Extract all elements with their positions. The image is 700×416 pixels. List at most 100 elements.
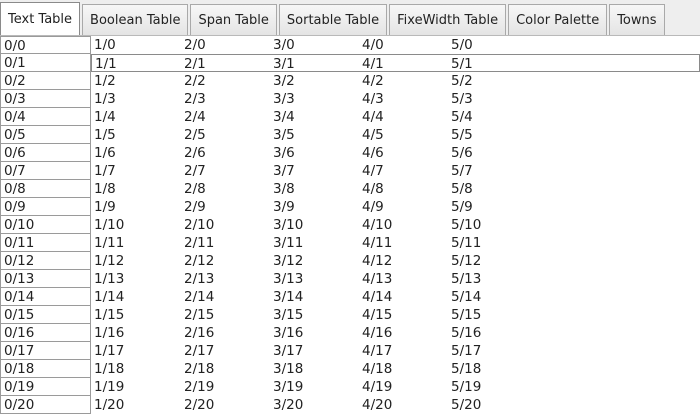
- table-cell[interactable]: 2/12: [184, 253, 215, 269]
- table-cell[interactable]: 5/5: [451, 127, 473, 143]
- row-header-cell[interactable]: 0/1: [0, 54, 91, 72]
- table-cell[interactable]: 5/18: [451, 361, 482, 377]
- table-cell[interactable]: 1/2: [94, 73, 116, 89]
- table-cell[interactable]: 4/0: [362, 37, 384, 53]
- table-row[interactable]: 0/1 1/1 2/1 3/1 4/1 5/1: [0, 54, 700, 72]
- table-cell[interactable]: 3/19: [273, 379, 304, 395]
- table-row[interactable]: 0/6 1/6 2/6 3/6 4/6 5/6: [0, 144, 700, 162]
- table-cell[interactable]: 3/17: [273, 343, 304, 359]
- table-cell[interactable]: 2/14: [184, 289, 215, 305]
- table-cell[interactable]: 3/7: [273, 163, 295, 179]
- row-header-cell[interactable]: 0/8: [0, 180, 91, 198]
- table-cell[interactable]: 4/13: [362, 271, 393, 287]
- table-cell[interactable]: 4/20: [362, 397, 393, 413]
- tab-fixewidth-table[interactable]: FixeWidth Table: [389, 4, 507, 35]
- table-cell[interactable]: 3/9: [273, 199, 295, 215]
- table-cell[interactable]: 1/10: [94, 217, 125, 233]
- table-cell[interactable]: 5/12: [451, 253, 482, 269]
- table-cell[interactable]: 3/6: [273, 145, 295, 161]
- table-cell[interactable]: 4/19: [362, 379, 393, 395]
- table-cell[interactable]: 4/12: [362, 253, 393, 269]
- table-row[interactable]: 0/19 1/19 2/19 3/19 4/19 5/19: [0, 378, 700, 396]
- table-cell[interactable]: 4/11: [362, 235, 393, 251]
- row-header-cell[interactable]: 0/14: [0, 288, 91, 306]
- table-row[interactable]: 0/18 1/18 2/18 3/18 4/18 5/18: [0, 360, 700, 378]
- table-cell[interactable]: 3/0: [273, 37, 295, 53]
- tab-color-palette[interactable]: Color Palette: [508, 4, 608, 35]
- table-cell[interactable]: 5/0: [451, 37, 473, 53]
- table-cell[interactable]: 1/4: [94, 109, 116, 125]
- table-cell[interactable]: 5/2: [451, 73, 473, 89]
- table-cell[interactable]: 5/20: [451, 397, 482, 413]
- table-cell[interactable]: 2/20: [184, 397, 215, 413]
- table-cell[interactable]: 2/9: [184, 199, 206, 215]
- table-cell[interactable]: 1/13: [94, 271, 125, 287]
- table-cell[interactable]: 2/19: [184, 379, 215, 395]
- table-cell[interactable]: 2/15: [184, 307, 215, 323]
- tab-sortable-table[interactable]: Sortable Table: [278, 4, 388, 35]
- table-cell[interactable]: 3/1: [270, 54, 359, 72]
- table-cell[interactable]: 2/18: [184, 361, 215, 377]
- table-cell[interactable]: 1/18: [94, 361, 125, 377]
- table-cell[interactable]: 5/17: [451, 343, 482, 359]
- table-cell[interactable]: 4/2: [362, 73, 384, 89]
- row-header-cell[interactable]: 0/3: [0, 90, 91, 108]
- table-cell[interactable]: 3/11: [273, 235, 304, 251]
- table-cell[interactable]: 4/7: [362, 163, 384, 179]
- table-row[interactable]: 0/2 1/2 2/2 3/2 4/2 5/2: [0, 72, 700, 90]
- table-cell[interactable]: 2/4: [184, 109, 206, 125]
- table-cell[interactable]: 4/18: [362, 361, 393, 377]
- row-header-cell[interactable]: 0/7: [0, 162, 91, 180]
- table-cell[interactable]: 2/16: [184, 325, 215, 341]
- table-cell[interactable]: 4/3: [362, 91, 384, 107]
- table-cell[interactable]: 1/3: [94, 91, 116, 107]
- row-header-cell[interactable]: 0/17: [0, 342, 91, 360]
- table-cell[interactable]: 3/10: [273, 217, 304, 233]
- table-cell[interactable]: 4/8: [362, 181, 384, 197]
- table-cell[interactable]: 2/13: [184, 271, 215, 287]
- row-header-cell[interactable]: 0/13: [0, 270, 91, 288]
- row-header-cell[interactable]: 0/5: [0, 126, 91, 144]
- table-cell[interactable]: 2/17: [184, 343, 215, 359]
- table-cell[interactable]: 1/8: [94, 181, 116, 197]
- table-cell[interactable]: 1/20: [94, 397, 125, 413]
- table-cell[interactable]: 3/15: [273, 307, 304, 323]
- table-row[interactable]: 0/13 1/13 2/13 3/13 4/13 5/13: [0, 270, 700, 288]
- tab-text-table[interactable]: Text Table: [0, 2, 81, 35]
- table-cell[interactable]: 5/13: [451, 271, 482, 287]
- table-cell[interactable]: 1/6: [94, 145, 116, 161]
- table-cell[interactable]: 1/17: [94, 343, 125, 359]
- row-header-cell[interactable]: 0/9: [0, 198, 91, 216]
- table-cell[interactable]: 3/12: [273, 253, 304, 269]
- table-cell[interactable]: 1/7: [94, 163, 116, 179]
- table-cell[interactable]: 2/3: [184, 91, 206, 107]
- table-cell[interactable]: 4/1: [359, 54, 448, 72]
- table-cell[interactable]: 5/14: [451, 289, 482, 305]
- table-row[interactable]: 0/8 1/8 2/8 3/8 4/8 5/8: [0, 180, 700, 198]
- table-cell[interactable]: 3/3: [273, 91, 295, 107]
- table-cell[interactable]: 2/2: [184, 73, 206, 89]
- table-cell[interactable]: 4/16: [362, 325, 393, 341]
- table-cell[interactable]: 3/5: [273, 127, 295, 143]
- table-cell[interactable]: 1/0: [94, 37, 116, 53]
- table-cell[interactable]: 4/14: [362, 289, 393, 305]
- table-cell[interactable]: 5/16: [451, 325, 482, 341]
- text-table[interactable]: 0/0 1/0 2/0 3/0 4/0 5/0 0/1 1/1 2/1 3/1 4/1 5/1 0/2 1…: [0, 36, 700, 416]
- table-cell[interactable]: 3/20: [273, 397, 304, 413]
- table-cell[interactable]: 2/5: [184, 127, 206, 143]
- table-row[interactable]: 0/20 1/20 2/20 3/20 4/20 5/20: [0, 396, 700, 414]
- table-cell[interactable]: 1/11: [94, 235, 125, 251]
- table-cell[interactable]: 5/8: [451, 181, 473, 197]
- table-cell[interactable]: 1/5: [94, 127, 116, 143]
- table-cell[interactable]: 1/19: [94, 379, 125, 395]
- row-header-cell[interactable]: 0/6: [0, 144, 91, 162]
- table-cell[interactable]: 3/4: [273, 109, 295, 125]
- table-cell[interactable]: 2/0: [184, 37, 206, 53]
- table-row[interactable]: 0/16 1/16 2/16 3/16 4/16 5/16: [0, 324, 700, 342]
- table-cell[interactable]: 3/16: [273, 325, 304, 341]
- table-cell[interactable]: 4/6: [362, 145, 384, 161]
- table-cell[interactable]: 4/5: [362, 127, 384, 143]
- table-row[interactable]: 0/9 1/9 2/9 3/9 4/9 5/9: [0, 198, 700, 216]
- table-cell[interactable]: 5/15: [451, 307, 482, 323]
- table-cell[interactable]: 1/1: [91, 54, 181, 72]
